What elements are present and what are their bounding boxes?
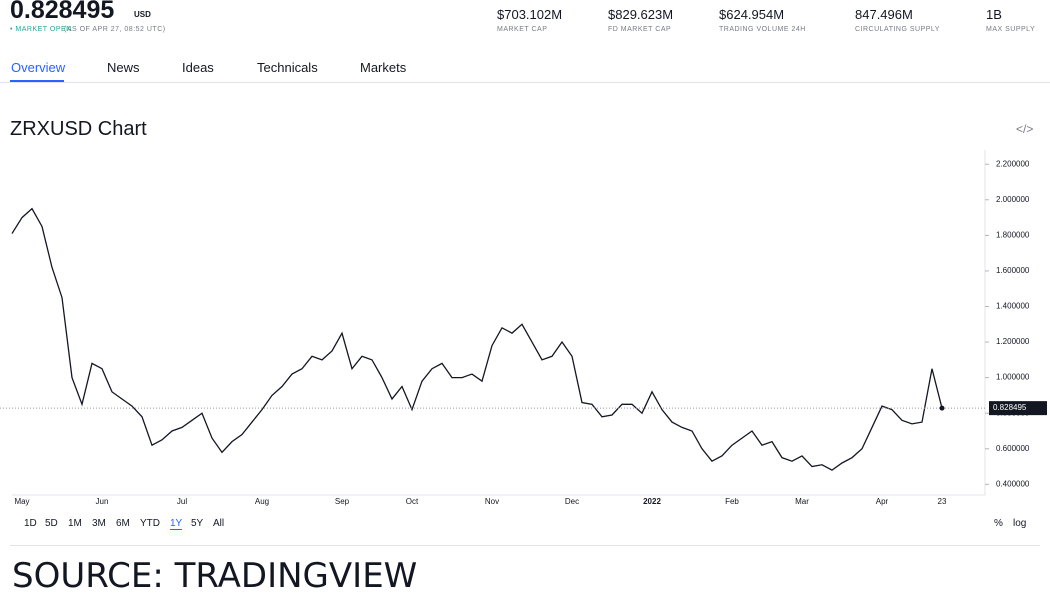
- x-tick-label: Nov: [485, 497, 499, 506]
- range-button[interactable]: 5Y: [191, 518, 204, 529]
- x-tick-label: May: [14, 497, 29, 506]
- tab[interactable]: Technicals: [257, 60, 318, 75]
- price-badge: [989, 401, 1047, 416]
- stat-value: 1B: [986, 7, 1002, 22]
- range-button[interactable]: 5D: [45, 518, 58, 529]
- y-tick-label: 1.400000: [996, 302, 1030, 311]
- price: 0.828495: [10, 0, 115, 24]
- stat-label: MARKET CAP: [497, 26, 548, 33]
- tab[interactable]: News: [107, 60, 140, 75]
- y-tick-label: 1.200000: [996, 337, 1030, 346]
- y-tick-label: 2.000000: [996, 195, 1030, 204]
- range-button[interactable]: YTD: [140, 518, 160, 529]
- x-tick-label: 23: [938, 497, 947, 506]
- price-line: [11, 207, 943, 471]
- as-of: (AS OF APR 27, 08:52 UTC): [64, 26, 166, 33]
- source: SOURCE: TRADINGVIEW: [12, 556, 418, 596]
- y-tick-label: 1.000000: [996, 373, 1030, 382]
- y-tick-label: 0.600000: [996, 444, 1030, 453]
- divider: [10, 545, 1040, 546]
- x-tick-label: Feb: [725, 497, 739, 506]
- embed-icon[interactable]: </>: [1016, 122, 1034, 136]
- y-tick-label: 2.200000: [996, 159, 1030, 168]
- tab-underline: [10, 80, 64, 82]
- stat-label: TRADING VOLUME 24H: [719, 26, 806, 33]
- scale-option[interactable]: %: [994, 518, 1003, 529]
- stat-value: $624.954M: [719, 7, 785, 22]
- stat-value: $703.102M: [497, 7, 563, 22]
- range-button[interactable]: 1D: [24, 518, 37, 529]
- x-tick-label: Mar: [795, 497, 809, 506]
- x-tick-label: Dec: [565, 497, 579, 506]
- tab[interactable]: Overview: [11, 60, 66, 75]
- stat-value: $829.623M: [608, 7, 674, 22]
- y-tick-label: 1.600000: [996, 266, 1030, 275]
- x-tick-label: 2022: [643, 497, 661, 506]
- x-tick-label: Aug: [255, 497, 269, 506]
- last-point: [939, 405, 945, 411]
- divider: [0, 82, 1050, 83]
- range-button[interactable]: 1M: [68, 518, 82, 529]
- y-tick-label: 1.800000: [996, 230, 1030, 239]
- x-tick-label: Apr: [876, 497, 889, 506]
- x-tick-label: Jun: [96, 497, 109, 506]
- stat-value: 847.496M: [855, 7, 913, 22]
- stat-label: MAX SUPPLY: [986, 26, 1036, 33]
- x-tick-label: Jul: [177, 497, 187, 506]
- currency: USD: [134, 10, 151, 19]
- scale-option[interactable]: log: [1013, 518, 1027, 529]
- stat-label: FD MARKET CAP: [608, 26, 672, 33]
- range-button[interactable]: 1Y: [170, 518, 183, 530]
- chart: 0.4000000.6000000.8000001.0000001.200000…: [0, 150, 1047, 506]
- chart-title: ZRXUSD Chart: [10, 118, 147, 140]
- range-button[interactable]: 6M: [116, 518, 130, 529]
- tab[interactable]: Ideas: [182, 60, 214, 75]
- x-tick-label: Oct: [406, 497, 419, 506]
- x-tick-label: Sep: [335, 497, 350, 506]
- market-status: • MARKET OPEN: [10, 26, 72, 33]
- range-button[interactable]: 3M: [92, 518, 106, 529]
- stat-label: CIRCULATING SUPPLY: [855, 26, 940, 33]
- range-button[interactable]: All: [213, 518, 225, 529]
- price-badge-label: 0.828495: [993, 403, 1027, 412]
- y-tick-label: 0.400000: [996, 479, 1030, 488]
- tab[interactable]: Markets: [360, 60, 407, 75]
